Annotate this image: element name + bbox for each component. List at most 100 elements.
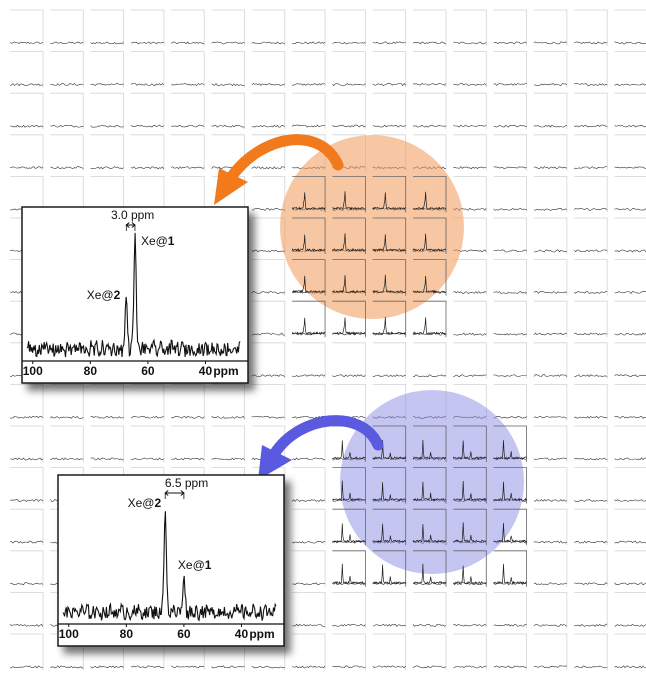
grid-cell (10, 384, 44, 421)
highlighted-cell-spectrum (453, 550, 487, 587)
grid-cell (493, 217, 527, 254)
highlighted-cell-spectrum (332, 508, 366, 546)
highlighted-cell-spectrum (291, 176, 326, 213)
blue-highlight-circle (340, 390, 524, 574)
grid-cell (453, 633, 487, 670)
grid-cell (10, 425, 44, 462)
x-tick-label: 80 (84, 364, 98, 378)
grid-cell (574, 467, 608, 504)
grid-cell (50, 134, 84, 171)
grid-cell (372, 92, 407, 130)
grid-cell (614, 51, 646, 86)
grid-cell (50, 51, 84, 88)
highlighted-cell-spectrum (493, 550, 527, 587)
grid-cell (292, 9, 326, 46)
spectrum-trace (62, 511, 277, 622)
x-tick-label: 100 (23, 364, 43, 378)
grid-cell (9, 550, 44, 587)
grid-cell (90, 9, 124, 46)
grid-cell (574, 592, 608, 629)
highlighted-cell-spectrum (372, 259, 407, 296)
grid-cell (614, 425, 646, 461)
peak-label: Xe@2 (87, 288, 121, 302)
grid-cell (211, 51, 245, 88)
grid-cell (412, 92, 447, 130)
grid-cell (130, 92, 165, 130)
grid-cell (412, 9, 447, 46)
grid-cell (574, 134, 608, 171)
highlighted-cell-spectrum (291, 259, 326, 296)
grid-cell (251, 92, 286, 130)
grid-cell (291, 508, 326, 546)
grid-cell (413, 342, 447, 379)
grid-cell (171, 384, 205, 421)
x-tick-label: 100 (59, 627, 79, 641)
grid-cell (291, 342, 326, 379)
grid-cell (292, 51, 326, 88)
grid-cell (533, 508, 568, 546)
grid-cell (171, 51, 205, 88)
grid-cell (130, 425, 165, 462)
grid-cell (90, 51, 124, 88)
grid-cell (493, 134, 527, 171)
grid-cell (211, 425, 245, 462)
grid-cell (9, 9, 44, 46)
highlighted-cell-spectrum (412, 467, 447, 504)
grid-cell (9, 633, 44, 670)
grid-cell (211, 92, 245, 130)
grid-cell (574, 425, 608, 462)
grid-cell (130, 134, 165, 171)
grid-cell (171, 9, 205, 46)
grid-cell (251, 176, 286, 213)
grid-cell (614, 217, 646, 253)
grid-cell (9, 51, 44, 88)
grid-cell (533, 134, 568, 171)
grid-cell (211, 384, 245, 421)
grid-cell (10, 92, 44, 130)
highlighted-cell-spectrum (332, 550, 366, 587)
grid-cell (412, 633, 447, 670)
highlighted-cell-spectrum (413, 550, 447, 587)
grid-cell (9, 592, 44, 629)
grid-cell (332, 92, 366, 130)
grid-cell (251, 342, 286, 379)
grid-cell (614, 259, 646, 294)
grid-cell (493, 384, 527, 421)
highlighted-cell-spectrum (412, 425, 447, 462)
grid-cell (614, 300, 646, 336)
highlighted-cell-spectrum (412, 300, 447, 338)
orange-arrow (214, 134, 344, 205)
grid-cell (292, 384, 326, 421)
grid-cell (171, 134, 205, 171)
grid-cell (533, 342, 568, 379)
grid-cell (171, 425, 205, 462)
grid-cell (573, 217, 608, 254)
highlighted-cell-spectrum (332, 300, 366, 338)
grid-cell (412, 51, 447, 88)
grid-cell (291, 92, 326, 130)
grid-cell (332, 633, 366, 670)
highlighted-cell-spectrum (412, 217, 447, 254)
grid-cell (493, 633, 527, 670)
grid-cell (130, 51, 165, 88)
highlighted-cell-spectrum (453, 467, 487, 504)
grid-cell (453, 134, 487, 171)
grid-cell (453, 592, 487, 629)
grid-cell (533, 92, 568, 130)
x-tick-label: 40 (235, 627, 249, 641)
grid-cell (453, 92, 487, 130)
highlighted-cell-spectrum (372, 550, 407, 587)
grid-cell (251, 217, 286, 254)
grid-cell (291, 467, 326, 504)
grid-cell (332, 51, 366, 88)
grid-cell (493, 342, 527, 379)
grid-cell (574, 633, 608, 670)
grid-cell (614, 9, 646, 45)
grid-cell (533, 425, 568, 462)
grid-cell (614, 176, 646, 211)
grid-cell (251, 300, 286, 338)
grid-cell (614, 384, 646, 419)
grid-cell (332, 9, 366, 46)
highlighted-cell-spectrum (291, 217, 326, 254)
grid-cell (50, 384, 84, 421)
